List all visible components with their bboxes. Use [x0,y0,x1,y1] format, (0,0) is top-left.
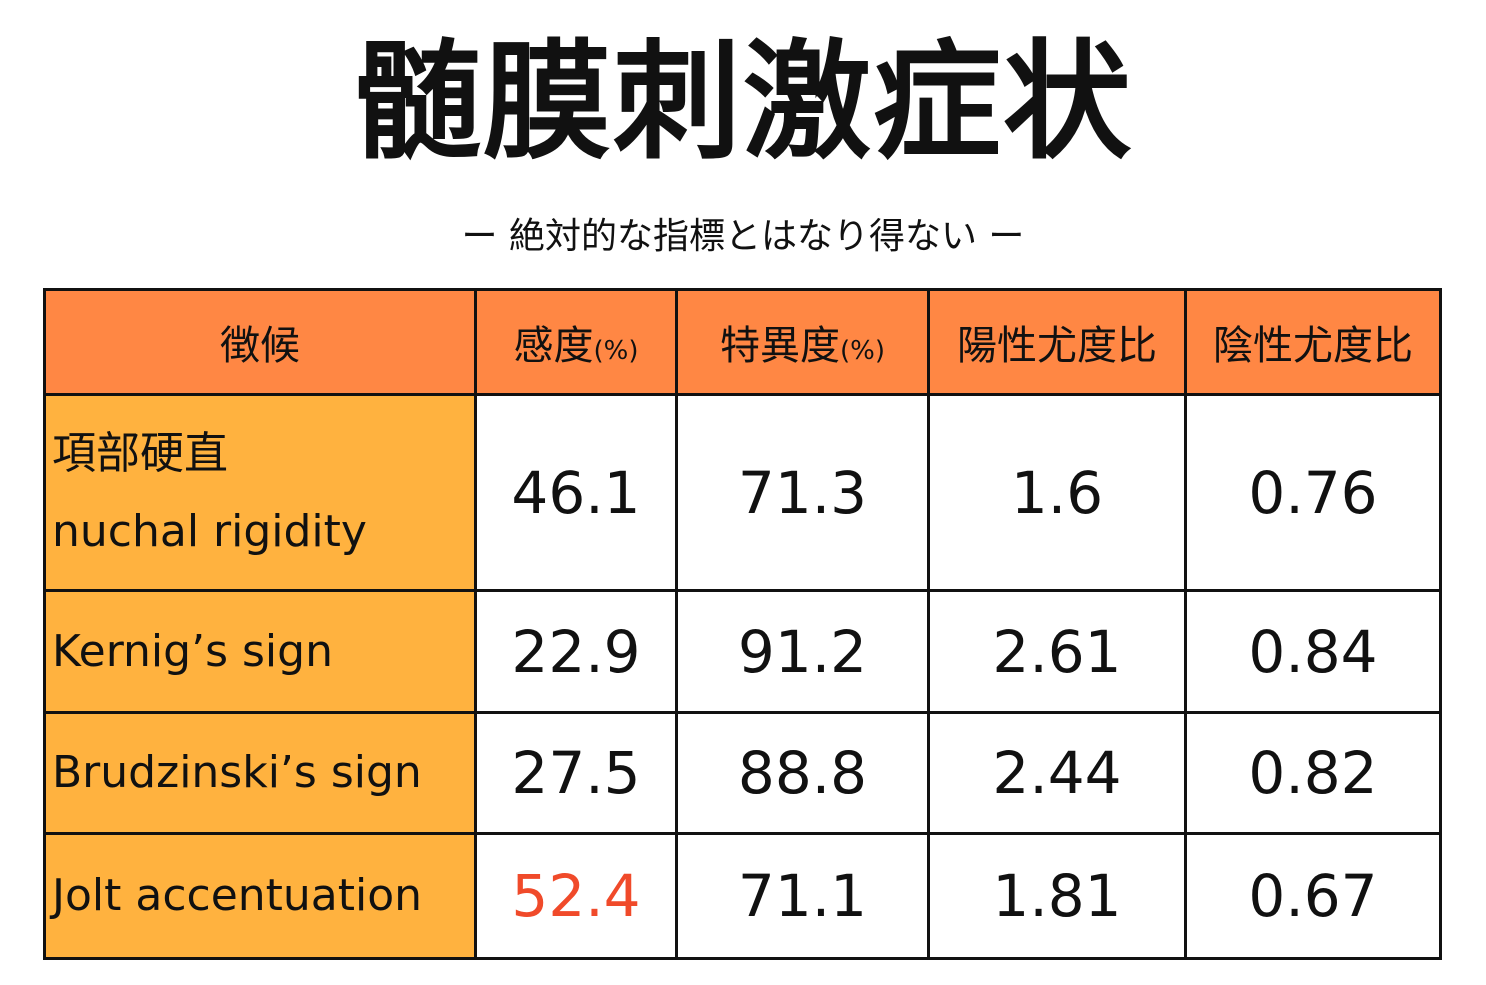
header-sign: 徴候 [43,288,477,396]
plr-cell: 1.81 [927,832,1187,960]
header-label: 陽性尤度比 [957,323,1157,369]
header-label: 特異度 [720,323,840,369]
nlr-cell: 0.67 [1184,832,1442,960]
plr-cell: 2.61 [927,589,1187,714]
table-row: Kernig’s sign 22.9 91.2 2.61 0.84 [43,589,1442,714]
header-specificity: 特異度(%) [675,288,930,396]
meningeal-signs-table: 徴候 感度(%) 特異度(%) 陽性尤度比 陰性尤度比 項部硬直 nuchal r… [43,288,1442,960]
table-row: 項部硬直 nuchal rigidity 46.1 71.3 1.6 0.76 [43,393,1442,592]
specificity-cell: 88.8 [675,711,930,835]
sign-en: nuchal rigidity [52,505,367,557]
plr-cell: 2.44 [927,711,1187,835]
sensitivity-cell: 46.1 [474,393,678,592]
nlr-cell: 0.82 [1184,711,1442,835]
nlr-cell: 0.76 [1184,393,1442,592]
sensitivity-cell-highlighted: 52.4 [474,832,678,960]
table-row: Jolt accentuation 52.4 71.1 1.81 0.67 [43,832,1442,960]
row-sign: Brudzinski’s sign [43,711,477,835]
header-unit: (%) [840,336,885,366]
header-label: 徴候 [220,323,300,369]
header-label: 陰性尤度比 [1213,323,1413,369]
plr-cell: 1.6 [927,393,1187,592]
slide-subtitle: ー 絶対的な指標とはなり得ない ー [461,216,1025,257]
table-row: Brudzinski’s sign 27.5 88.8 2.44 0.82 [43,711,1442,835]
specificity-cell: 71.3 [675,393,930,592]
header-plr: 陽性尤度比 [927,288,1187,396]
row-sign: Jolt accentuation [43,832,477,960]
header-label: 感度 [513,323,594,369]
nlr-cell: 0.84 [1184,589,1442,714]
specificity-cell: 71.1 [675,832,930,960]
row-sign: 項部硬直 nuchal rigidity [43,393,477,592]
header-unit: (%) [593,336,639,366]
sign-ja: 項部硬直 [52,427,228,479]
header-sensitivity: 感度(%) [474,288,678,396]
row-sign: Kernig’s sign [43,589,477,714]
sensitivity-cell: 22.9 [474,589,678,714]
specificity-cell: 91.2 [675,589,930,714]
header-row: 徴候 感度(%) 特異度(%) 陽性尤度比 陰性尤度比 [43,288,1442,396]
header-nlr: 陰性尤度比 [1184,288,1442,396]
sensitivity-cell: 27.5 [474,711,678,835]
slide-title: 髄膜刺激症状 [352,28,1133,177]
